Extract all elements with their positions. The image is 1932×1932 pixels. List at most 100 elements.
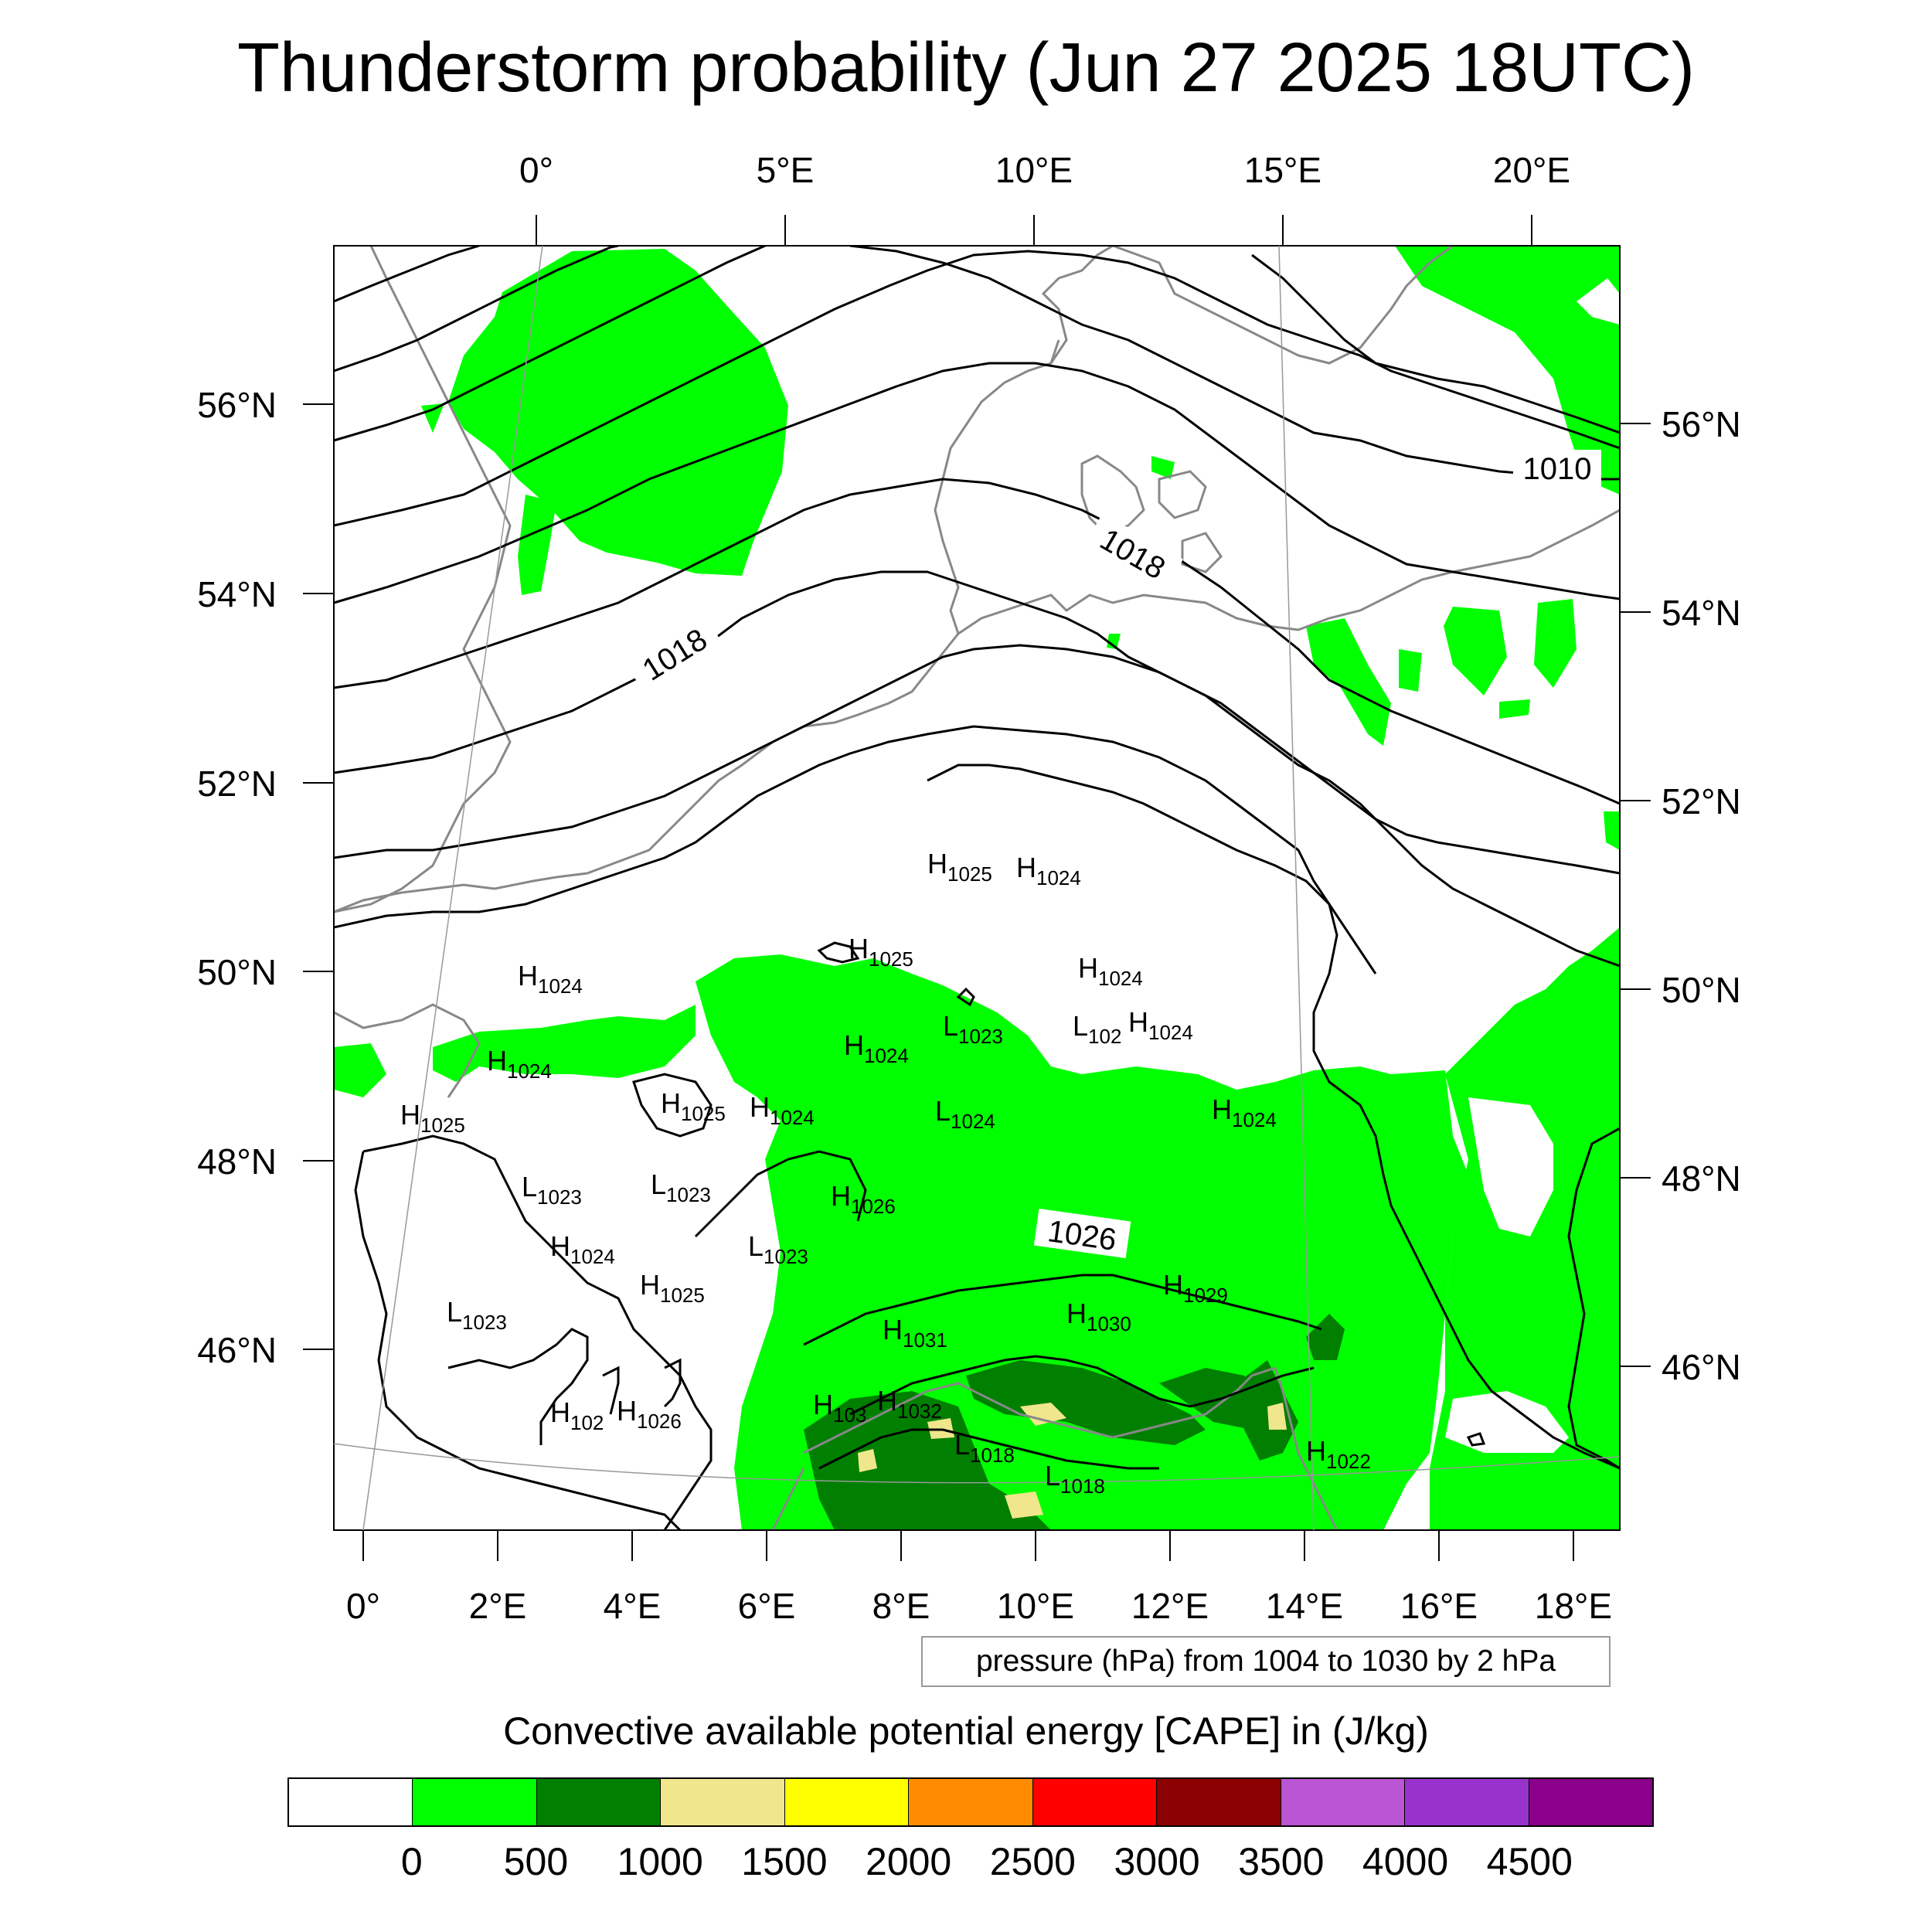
- map-border: [333, 245, 1621, 1531]
- right-lat-labels: 56°N 54°N 52°N 50°N 48°N 46°N: [1662, 404, 1741, 1387]
- pressure-center-label: H1022: [1306, 1435, 1371, 1473]
- top-lon-label: 0°: [519, 150, 553, 190]
- cape-area-baltic-e2: [1534, 599, 1577, 688]
- pressure-center-label: H1024: [1128, 1006, 1193, 1044]
- colorbar-swatch: [909, 1779, 1033, 1825]
- bottom-lon-label: 2°E: [469, 1586, 527, 1626]
- colorbar-swatch: [289, 1779, 413, 1825]
- pressure-center-label: H1025: [849, 933, 913, 971]
- left-lat-label: 50°N: [197, 952, 277, 992]
- left-lat-label: 54°N: [197, 574, 277, 614]
- pressure-center-label: H1024: [1078, 952, 1143, 990]
- left-lat-label: 46°N: [197, 1330, 277, 1370]
- pressure-center-label: H1026: [831, 1180, 896, 1218]
- right-lat-label: 50°N: [1662, 970, 1741, 1010]
- isobar-label: 1010: [1523, 452, 1592, 486]
- colorbar-swatch: [1529, 1779, 1652, 1825]
- top-lon-label: 20°E: [1493, 150, 1570, 190]
- bottom-lon-label: 16°E: [1400, 1586, 1478, 1626]
- pressure-center-label: L1023: [943, 1010, 1003, 1048]
- bottom-lon-label: 14°E: [1266, 1586, 1343, 1626]
- cape-area-baltic-ne: [1395, 246, 1620, 495]
- bottom-lon-label: 6°E: [738, 1586, 796, 1626]
- top-lon-labels: 0° 5°E 10°E 15°E 20°E: [519, 150, 1570, 190]
- pressure-center-label: L1023: [522, 1171, 582, 1209]
- bottom-lon-label: 8°E: [872, 1586, 930, 1626]
- colorbar-swatch: [1405, 1779, 1529, 1825]
- pressure-center-label: H1029: [1163, 1269, 1228, 1307]
- tick-marks: [303, 215, 1651, 1561]
- pressure-center-label: H103: [813, 1389, 866, 1427]
- cape-shading-500-1000: [804, 1314, 1345, 1530]
- pressure-center-label: H1025: [661, 1087, 726, 1125]
- pressure-center-label: L1018: [1045, 1460, 1105, 1498]
- bottom-lon-label: 18°E: [1535, 1586, 1612, 1626]
- pressure-center-label: H1024: [550, 1230, 615, 1268]
- pressure-center-label: H1024: [1016, 852, 1081, 889]
- pressure-center-label: H1030: [1066, 1298, 1131, 1335]
- colorbar-labels: 0 500 1000 1500 2000 2500 3000 3500 4000 4500: [0, 1839, 1932, 1893]
- bottom-lon-label: 10°E: [997, 1586, 1074, 1626]
- colorbar-label: 500: [503, 1840, 569, 1883]
- pressure-center-label: H1025: [640, 1269, 705, 1307]
- pressure-center-label: L1018: [954, 1429, 1015, 1467]
- right-lat-label: 56°N: [1662, 404, 1741, 444]
- cape-area-bornholm: [1151, 456, 1175, 479]
- pressure-center-label: H1031: [883, 1314, 947, 1352]
- colorbar-label: 1000: [617, 1840, 703, 1883]
- colorbar-swatch: [1281, 1779, 1406, 1825]
- left-lat-label: 52°N: [197, 764, 277, 804]
- colorbar-swatch: [784, 1779, 910, 1825]
- top-lon-label: 10°E: [995, 150, 1073, 190]
- left-lat-label: 48°N: [197, 1141, 277, 1182]
- colorbar-label: 1500: [741, 1840, 828, 1883]
- right-lat-label: 48°N: [1662, 1158, 1741, 1199]
- colorbar-label: 4500: [1486, 1840, 1573, 1883]
- left-lat-labels: 56°N 54°N 52°N 50°N 48°N 46°N: [197, 385, 277, 1370]
- contour-info-box: pressure (hPa) from 1004 to 1030 by 2 hP…: [921, 1636, 1611, 1687]
- colorbar-swatch: [536, 1779, 662, 1825]
- colorbar-swatch: [1032, 1779, 1158, 1825]
- bottom-lon-label: 0°: [346, 1586, 380, 1626]
- cape-area-poland: [1306, 618, 1391, 746]
- pressure-center-label: H1024: [518, 960, 583, 998]
- pressure-center-label: L1024: [935, 1095, 995, 1133]
- pressure-center-label: L1023: [748, 1230, 808, 1268]
- cape-area-poland-3: [1499, 699, 1530, 719]
- isobar-labels: 1010 1018 1018 1026: [624, 450, 1601, 1259]
- pressure-center-label: H1032: [877, 1385, 942, 1423]
- graticule: [333, 245, 1621, 1531]
- colorbar-label: 2000: [866, 1840, 952, 1883]
- pressure-center-label: H1025: [927, 848, 992, 886]
- top-lon-label: 5°E: [757, 150, 815, 190]
- cape-area-north-sea: [448, 249, 788, 576]
- colorbar-label: 4000: [1362, 1840, 1449, 1883]
- cape-area-baltic-e: [1444, 607, 1507, 696]
- cape-area-belgium: [433, 1005, 696, 1082]
- colorbar-label: 3500: [1238, 1840, 1325, 1883]
- colorbar-label: 3000: [1114, 1840, 1200, 1883]
- pressure-center-label: H1024: [487, 1045, 552, 1083]
- colorbar-label: 2500: [989, 1840, 1076, 1883]
- top-lon-label: 15°E: [1244, 150, 1321, 190]
- isobars: [334, 246, 1620, 1530]
- bottom-lon-labels: 0° 2°E 4°E 6°E 8°E 10°E 12°E 14°E 16°E 1…: [346, 1586, 1612, 1626]
- right-lat-label: 46°N: [1662, 1347, 1741, 1387]
- pressure-center-label: H1025: [400, 1099, 465, 1137]
- map-title: Thunderstorm probability (Jun 27 2025 18…: [237, 29, 1695, 107]
- colorbar-swatch: [661, 1779, 785, 1825]
- cape-gaps: [1445, 278, 1620, 1453]
- colorbar-label: 0: [400, 1840, 423, 1883]
- pressure-center-label: L1023: [447, 1296, 507, 1334]
- cape-area-denmark-s: [1107, 634, 1121, 649]
- pressure-center-label: H102: [550, 1396, 604, 1434]
- cape-area-east-edge: [1604, 811, 1620, 850]
- pressure-center-labels: H1025 H1024 H1025 H1024 H1024 L1023 L102…: [400, 848, 1371, 1498]
- right-lat-label: 52°N: [1662, 781, 1741, 821]
- cape-area-france-n: [334, 1043, 386, 1097]
- colorbar-swatch: [413, 1779, 537, 1825]
- colorbar-title: Convective available potential energy [C…: [503, 1709, 1429, 1753]
- map-frame: [334, 246, 1620, 1530]
- pressure-center-label: L102: [1073, 1010, 1121, 1048]
